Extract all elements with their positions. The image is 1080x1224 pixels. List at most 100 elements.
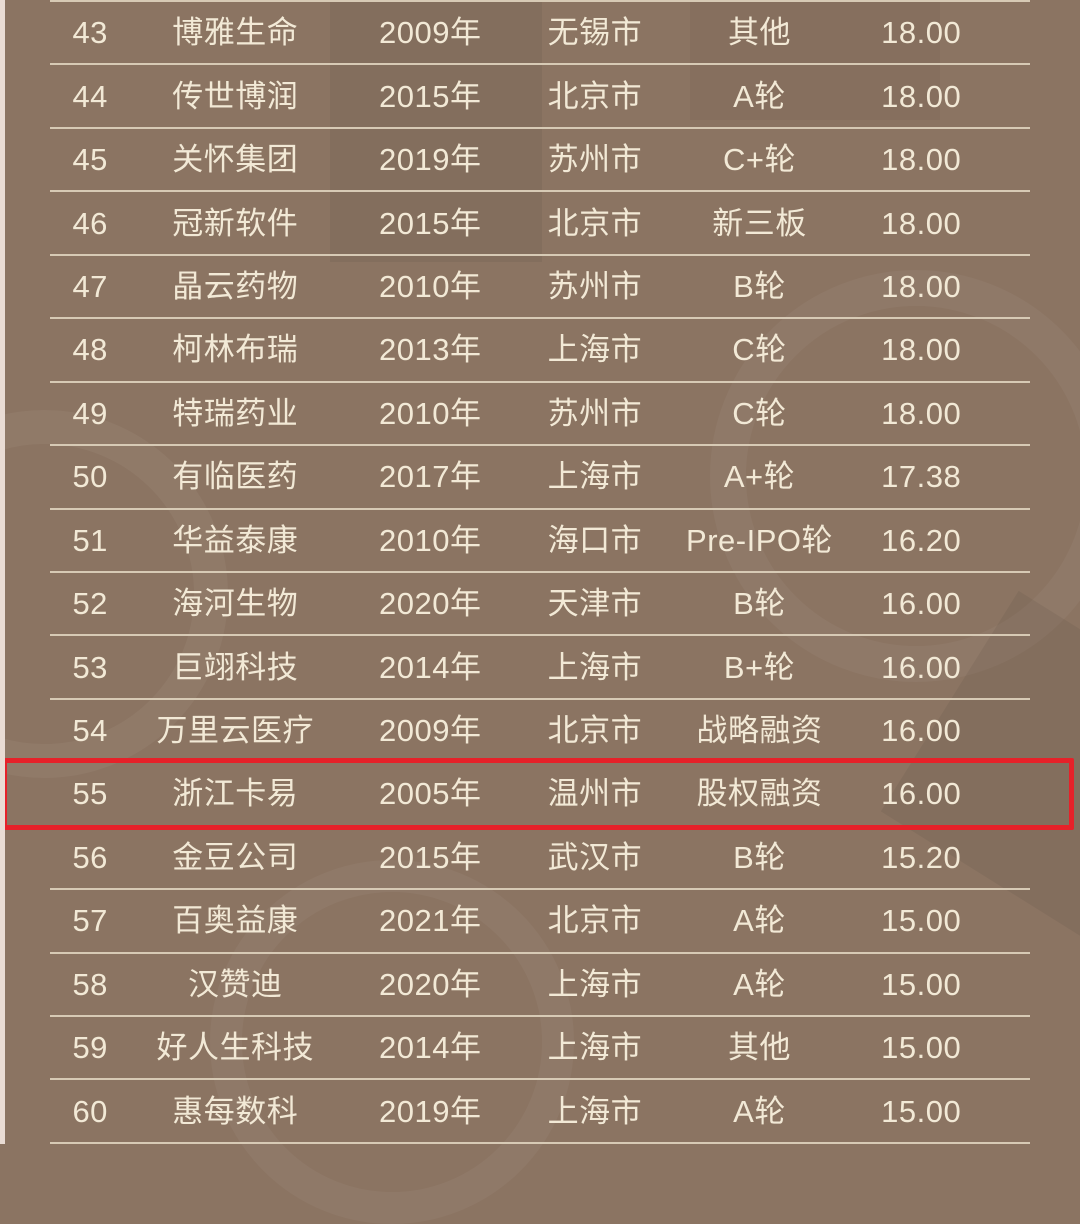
founded-year-cell: 2021年 <box>379 903 482 939</box>
table-row: 59 好人生科技 2014年 上海市 其他 15.00 <box>50 1017 1030 1081</box>
funding-round-cell: B轮 <box>733 586 786 622</box>
table-row: 43 博雅生命 2009年 无锡市 其他 18.00 <box>50 2 1030 66</box>
company-name-cell: 汉赞迪 <box>187 966 283 1002</box>
city-cell: 上海市 <box>547 649 643 685</box>
founded-year-cell: 2019年 <box>379 1093 482 1129</box>
funding-round-cell: B轮 <box>733 268 786 304</box>
city-cell: 武汉市 <box>547 839 643 875</box>
founded-year-cell: 2014年 <box>379 649 482 685</box>
company-name-cell: 冠新软件 <box>172 205 299 241</box>
rank-cell: 56 <box>72 839 108 875</box>
company-name-cell: 华益泰康 <box>172 522 299 558</box>
rank-cell: 59 <box>72 1030 108 1066</box>
funding-round-cell: C+轮 <box>723 142 796 178</box>
company-name-cell: 万里云医疗 <box>156 713 314 749</box>
city-cell: 温州市 <box>547 776 643 812</box>
company-name-cell: 好人生科技 <box>156 1030 314 1066</box>
funding-round-cell: B+轮 <box>723 649 796 685</box>
founded-year-cell: 2020年 <box>379 586 482 622</box>
funding-round-cell: A轮 <box>733 903 786 939</box>
city-cell: 上海市 <box>547 1030 643 1066</box>
rank-cell: 48 <box>72 332 108 368</box>
amount-cell: 18.00 <box>881 205 962 241</box>
funding-round-cell: A轮 <box>733 78 786 114</box>
rank-cell: 60 <box>72 1093 108 1129</box>
company-name-cell: 柯林布瑞 <box>172 332 299 368</box>
amount-cell: 16.00 <box>881 713 962 749</box>
company-name-cell: 晶云药物 <box>172 268 299 304</box>
funding-round-cell: A+轮 <box>723 459 796 495</box>
amount-cell: 18.00 <box>881 78 962 114</box>
rank-cell: 47 <box>72 268 108 304</box>
amount-cell: 17.38 <box>881 459 962 495</box>
rank-cell: 43 <box>72 15 108 51</box>
table-row: 45 关怀集团 2019年 苏州市 C+轮 18.00 <box>50 129 1030 193</box>
amount-cell: 16.00 <box>881 649 962 685</box>
founded-year-cell: 2019年 <box>379 142 482 178</box>
founded-year-cell: 2010年 <box>379 395 482 431</box>
rank-cell: 50 <box>72 459 108 495</box>
city-cell: 上海市 <box>547 332 643 368</box>
table-row: 56 金豆公司 2015年 武汉市 B轮 15.20 <box>50 827 1030 891</box>
rank-cell: 44 <box>72 78 108 114</box>
rank-cell: 58 <box>72 966 108 1002</box>
funding-round-cell: A轮 <box>733 966 786 1002</box>
amount-cell: 18.00 <box>881 332 962 368</box>
city-cell: 上海市 <box>547 966 643 1002</box>
founded-year-cell: 2015年 <box>379 205 482 241</box>
funding-round-cell: 新三板 <box>712 205 807 241</box>
table-row: 54 万里云医疗 2009年 北京市 战略融资 16.00 <box>50 700 1030 764</box>
company-name-cell: 金豆公司 <box>172 839 299 875</box>
founded-year-cell: 2010年 <box>379 522 482 558</box>
city-cell: 海口市 <box>547 522 643 558</box>
city-cell: 北京市 <box>547 78 643 114</box>
table-row: 55 浙江卡易 2005年 温州市 股权融资 16.00 <box>2 758 1074 830</box>
funding-round-cell: 其他 <box>728 1030 791 1066</box>
funding-round-cell: C轮 <box>732 332 787 368</box>
company-name-cell: 有临医药 <box>172 459 299 495</box>
table-row: 49 特瑞药业 2010年 苏州市 C轮 18.00 <box>50 383 1030 447</box>
table-row: 52 海河生物 2020年 天津市 B轮 16.00 <box>50 573 1030 637</box>
founded-year-cell: 2009年 <box>379 15 482 51</box>
funding-round-cell: B轮 <box>733 839 786 875</box>
company-name-cell: 关怀集团 <box>172 142 299 178</box>
city-cell: 苏州市 <box>547 268 643 304</box>
founded-year-cell: 2014年 <box>379 1030 482 1066</box>
page-left-edge <box>0 0 5 1144</box>
amount-cell: 15.00 <box>881 1030 962 1066</box>
amount-cell: 15.00 <box>881 966 962 1002</box>
rank-cell: 49 <box>72 395 108 431</box>
company-name-cell: 浙江卡易 <box>172 776 299 812</box>
table-row: 48 柯林布瑞 2013年 上海市 C轮 18.00 <box>50 319 1030 383</box>
table-row: 58 汉赞迪 2020年 上海市 A轮 15.00 <box>50 954 1030 1017</box>
company-name-cell: 海河生物 <box>172 586 299 622</box>
funding-round-cell: A轮 <box>733 1093 786 1129</box>
amount-cell: 16.00 <box>881 776 962 812</box>
amount-cell: 18.00 <box>881 268 962 304</box>
rank-cell: 45 <box>72 142 108 178</box>
city-cell: 苏州市 <box>547 395 643 431</box>
city-cell: 天津市 <box>547 586 643 622</box>
city-cell: 北京市 <box>547 205 643 241</box>
city-cell: 上海市 <box>547 459 643 495</box>
founded-year-cell: 2017年 <box>379 459 482 495</box>
company-ranking-table: 43 博雅生命 2009年 无锡市 其他 18.00 44 传世博润 2015年… <box>2 0 1074 1144</box>
rank-cell: 54 <box>72 713 108 749</box>
city-cell: 苏州市 <box>547 142 643 178</box>
funding-round-cell: 其他 <box>728 15 791 51</box>
amount-cell: 16.00 <box>881 586 962 622</box>
amount-cell: 15.00 <box>881 1093 962 1129</box>
founded-year-cell: 2015年 <box>379 78 482 114</box>
rank-cell: 57 <box>72 903 108 939</box>
table-row: 44 传世博润 2015年 北京市 A轮 18.00 <box>50 65 1030 129</box>
amount-cell: 15.00 <box>881 903 962 939</box>
funding-round-cell: 战略融资 <box>696 713 823 749</box>
founded-year-cell: 2009年 <box>379 713 482 749</box>
city-cell: 上海市 <box>547 1093 643 1129</box>
city-cell: 北京市 <box>547 713 643 749</box>
company-name-cell: 博雅生命 <box>172 15 299 51</box>
rank-cell: 52 <box>72 586 108 622</box>
funding-round-cell: 股权融资 <box>696 776 823 812</box>
rank-cell: 53 <box>72 649 108 685</box>
rank-cell: 51 <box>72 522 108 558</box>
